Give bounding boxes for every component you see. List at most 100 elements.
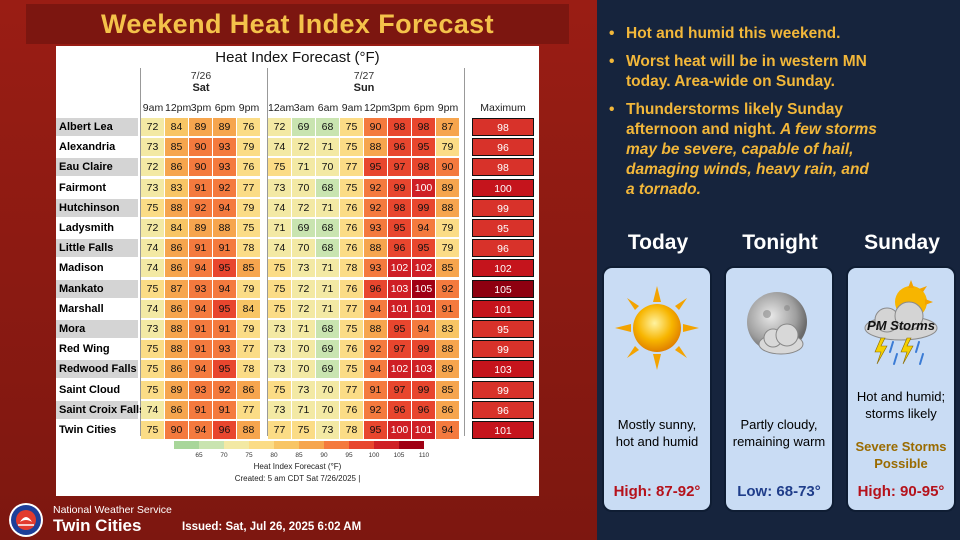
heat-index-cell: 88 bbox=[213, 219, 236, 237]
heat-index-cell: 91 bbox=[364, 380, 387, 399]
heat-index-cell: 101 bbox=[412, 421, 435, 439]
heat-index-cell: 99 bbox=[412, 340, 435, 359]
heat-index-cell: 75 bbox=[340, 138, 363, 157]
heat-index-cell: 75 bbox=[268, 259, 291, 278]
maximum-cell: 101 bbox=[472, 299, 534, 318]
heat-index-cell: 95 bbox=[388, 320, 411, 338]
legend-tick: 85 bbox=[295, 452, 303, 459]
heat-index-cell: 76 bbox=[340, 219, 363, 237]
heat-index-cell: 76 bbox=[237, 118, 260, 136]
bullet-dot-icon: • bbox=[609, 101, 615, 118]
bullet-2-line: Worst heat will be in western MN bbox=[626, 53, 867, 70]
time-label: 6am bbox=[317, 102, 339, 114]
time-label: 12am bbox=[268, 102, 295, 114]
heat-index-cell: 83 bbox=[165, 178, 188, 197]
severe-line: Possible bbox=[874, 456, 928, 471]
legend-label: Heat Index Forecast (°F) bbox=[253, 462, 342, 471]
forecast-temp-tonight: Low: 68-73° bbox=[737, 483, 821, 500]
heat-index-cell: 72 bbox=[292, 198, 315, 217]
heat-index-cell: 72 bbox=[141, 158, 164, 177]
table-title: Heat Index Forecast (°F) bbox=[215, 49, 380, 66]
heat-index-cell: 73 bbox=[292, 259, 315, 278]
desc-line: remaining warm bbox=[732, 434, 826, 449]
heat-index-cell: 77 bbox=[340, 380, 363, 399]
heat-index-cell: 88 bbox=[436, 198, 459, 217]
day-date-sat: 7/26 bbox=[190, 70, 212, 82]
heat-index-cell: 91 bbox=[189, 400, 212, 419]
heat-index-cell: 78 bbox=[237, 239, 260, 258]
heat-index-cell: 89 bbox=[165, 380, 188, 399]
heat-index-cell: 96 bbox=[388, 138, 411, 157]
issued-time: Issued: Sat, Jul 26, 2025 6:02 AM bbox=[182, 521, 362, 533]
heat-index-cell: 79 bbox=[237, 279, 260, 298]
page-title: Weekend Heat Index Forecast bbox=[101, 8, 494, 39]
heat-index-cell: 73 bbox=[141, 178, 164, 197]
heat-index-cell: 78 bbox=[340, 421, 363, 439]
heat-index-cell: 88 bbox=[165, 198, 188, 217]
heat-index-cell: 75 bbox=[292, 421, 315, 439]
forecast-temp-sunday: High: 90-95° bbox=[857, 483, 945, 500]
legend-swatch bbox=[199, 441, 224, 449]
heat-index-cell: 92 bbox=[364, 198, 387, 217]
heat-index-cell: 75 bbox=[268, 158, 291, 177]
bullet-2-line: today. Area-wide on Sunday. bbox=[626, 73, 835, 90]
heat-index-cell: 94 bbox=[189, 299, 212, 318]
heat-index-cell: 75 bbox=[340, 118, 363, 136]
heat-index-cell: 75 bbox=[340, 360, 363, 379]
heat-index-cell: 79 bbox=[237, 138, 260, 157]
heat-index-cell: 91 bbox=[189, 320, 212, 338]
forecast-day-sunday: Sunday bbox=[864, 231, 940, 254]
maximum-cell: 98 bbox=[472, 118, 534, 136]
desc-line: Hot and humid; bbox=[856, 389, 946, 404]
heat-index-cell: 94 bbox=[189, 259, 212, 278]
heat-index-cell: 100 bbox=[388, 421, 411, 439]
heat-index-cell: 102 bbox=[388, 360, 411, 379]
heat-index-cell: 84 bbox=[165, 219, 188, 237]
bullet-dot-icon: • bbox=[609, 53, 615, 70]
city-name: Mora bbox=[56, 320, 138, 338]
heat-index-cell: 77 bbox=[237, 340, 260, 359]
legend-swatch bbox=[274, 441, 299, 449]
heat-index-cell: 71 bbox=[268, 219, 291, 237]
heat-index-cell: 90 bbox=[364, 118, 387, 136]
heat-index-cell: 74 bbox=[141, 299, 164, 318]
heat-index-cell: 96 bbox=[364, 279, 387, 298]
heat-index-cell: 71 bbox=[292, 158, 315, 177]
city-name: Saint Cloud bbox=[59, 383, 121, 396]
maximum-header: Maximum bbox=[480, 102, 526, 114]
bullet-3-italic-line: a tornado. bbox=[626, 181, 701, 198]
heat-index-cell: 101 bbox=[412, 299, 435, 318]
heat-index-cell: 92 bbox=[436, 279, 459, 298]
nws-logo-icon bbox=[9, 503, 43, 537]
heat-index-cell: 88 bbox=[364, 320, 387, 338]
time-label: 3am bbox=[293, 102, 315, 114]
heat-index-cell: 72 bbox=[292, 279, 315, 298]
maximum-cell: 95 bbox=[472, 320, 534, 338]
heat-index-cell: 95 bbox=[364, 421, 387, 439]
heat-index-cell: 95 bbox=[388, 219, 411, 237]
heat-index-cell: 71 bbox=[316, 279, 339, 298]
heat-index-cell: 94 bbox=[436, 421, 459, 439]
maximum-cell: 99 bbox=[472, 198, 534, 217]
heat-index-cell: 92 bbox=[364, 178, 387, 197]
heat-index-cell: 95 bbox=[213, 299, 236, 318]
heat-index-cell: 70 bbox=[316, 158, 339, 177]
city-name: Marshall bbox=[59, 302, 104, 315]
heat-index-cell: 74 bbox=[268, 239, 291, 258]
heat-index-cell: 75 bbox=[141, 198, 164, 217]
bullet-3-italic-line: may be severe, capable of hail, bbox=[626, 141, 854, 158]
forecast-day-tonight: Tonight bbox=[742, 231, 818, 254]
heat-index-cell: 76 bbox=[340, 239, 363, 258]
heat-index-cell: 89 bbox=[436, 178, 459, 197]
heat-index-cell: 75 bbox=[141, 340, 164, 359]
forecast-desc-today: Mostly sunny, hot and humid bbox=[604, 416, 710, 450]
pm-storms-label: PM Storms bbox=[867, 318, 935, 333]
heat-index-cell: 73 bbox=[141, 320, 164, 338]
time-label: 9am bbox=[341, 102, 363, 114]
city-name: Redwood Falls bbox=[56, 360, 138, 379]
heat-index-cell: 93 bbox=[213, 138, 236, 157]
heat-index-cell: 75 bbox=[141, 360, 164, 379]
thunderstorm-sun-icon bbox=[864, 280, 938, 365]
agency-name: National Weather Service bbox=[53, 504, 172, 516]
heat-index-cell: 69 bbox=[316, 360, 339, 379]
